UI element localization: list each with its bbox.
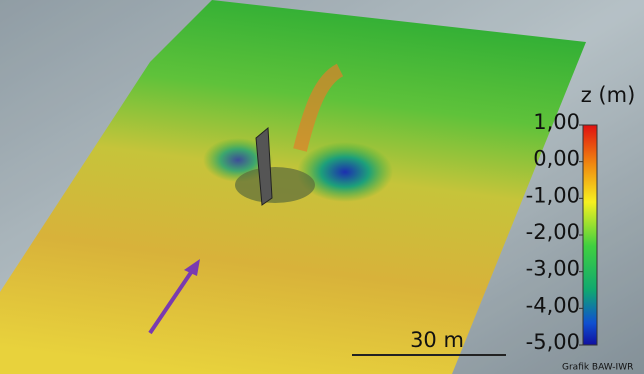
colorbar-tick-label: -1,00: [526, 183, 580, 207]
colorbar-tick-label: 1,00: [533, 110, 580, 134]
scour-hole: [297, 142, 393, 202]
colorbar: [583, 125, 597, 345]
figure: 30 m z (m) Grafik BAW-IWR 1,00 0,00 -1,00 -…: [0, 0, 644, 374]
scour-protection: [235, 167, 315, 203]
scale-bar-label: 30 m: [410, 328, 464, 352]
colorbar-title: z (m): [581, 83, 636, 107]
colorbar-tick-label: 0,00: [533, 147, 580, 171]
colorbar-tick-label: -2,00: [526, 220, 580, 244]
credit: Grafik BAW-IWR: [562, 363, 633, 373]
colorbar-tick-label: -4,00: [526, 293, 580, 317]
colorbar-tick-label: -5,00: [526, 330, 580, 354]
page: 30 m z (m) Grafik BAW-IWR 1,00 0,00 -1,00 -…: [0, 0, 644, 374]
colorbar-tick-label: -3,00: [526, 257, 580, 281]
